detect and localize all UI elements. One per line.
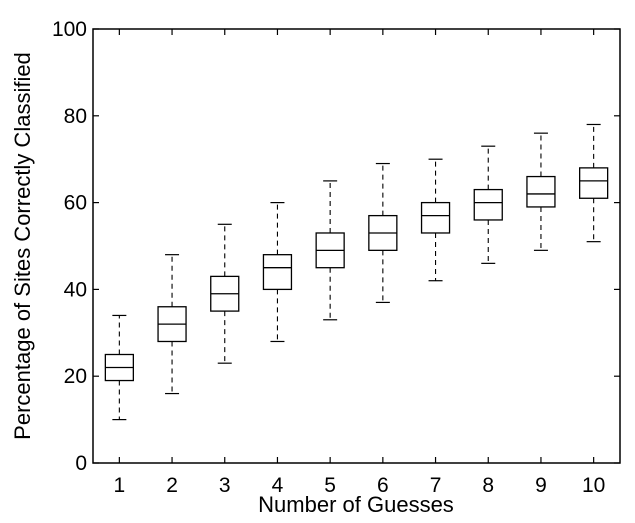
box-3 xyxy=(210,223,240,364)
box-9 xyxy=(526,132,556,251)
y-tick-label: 0 xyxy=(75,452,87,475)
box-6 xyxy=(368,162,398,304)
box-4 xyxy=(262,202,293,343)
iqr-box xyxy=(262,254,293,291)
y-tick-label: 80 xyxy=(64,105,87,128)
x-axis-title: Number of Guesses xyxy=(258,492,454,517)
x-tick-label: 2 xyxy=(166,474,178,497)
y-axis-title: Percentage of Sites Correctly Classified xyxy=(10,52,35,440)
x-tick-label: 9 xyxy=(535,474,547,497)
box-1 xyxy=(104,314,134,421)
plot-area xyxy=(92,28,621,464)
x-tick-label: 1 xyxy=(114,474,126,497)
iqr-box xyxy=(579,167,609,199)
x-tick-label: 7 xyxy=(430,474,442,497)
x-tick-label: 5 xyxy=(324,474,336,497)
x-tick-label: 6 xyxy=(377,474,389,497)
x-tick-label: 3 xyxy=(219,474,231,497)
box-7 xyxy=(420,158,451,282)
box-5 xyxy=(315,180,345,321)
y-tick-label: 100 xyxy=(52,18,87,41)
iqr-box xyxy=(473,188,503,221)
x-tick-label: 4 xyxy=(272,474,284,497)
x-axis: 1 2 3 4 5 6 7 8 9 10 xyxy=(114,29,605,497)
y-tick-label: 40 xyxy=(64,278,87,301)
iqr-box xyxy=(420,201,451,234)
iqr-box xyxy=(526,175,556,208)
box-2 xyxy=(157,254,187,395)
x-tick-label: 10 xyxy=(582,474,605,497)
boxes-layer xyxy=(104,123,609,421)
y-tick-label: 60 xyxy=(64,192,87,215)
box-8 xyxy=(473,145,503,264)
box-10 xyxy=(579,123,609,243)
y-axis: 0 20 40 60 80 100 xyxy=(52,18,620,475)
y-tick-label: 20 xyxy=(64,365,87,388)
x-tick-label: 8 xyxy=(482,474,494,497)
